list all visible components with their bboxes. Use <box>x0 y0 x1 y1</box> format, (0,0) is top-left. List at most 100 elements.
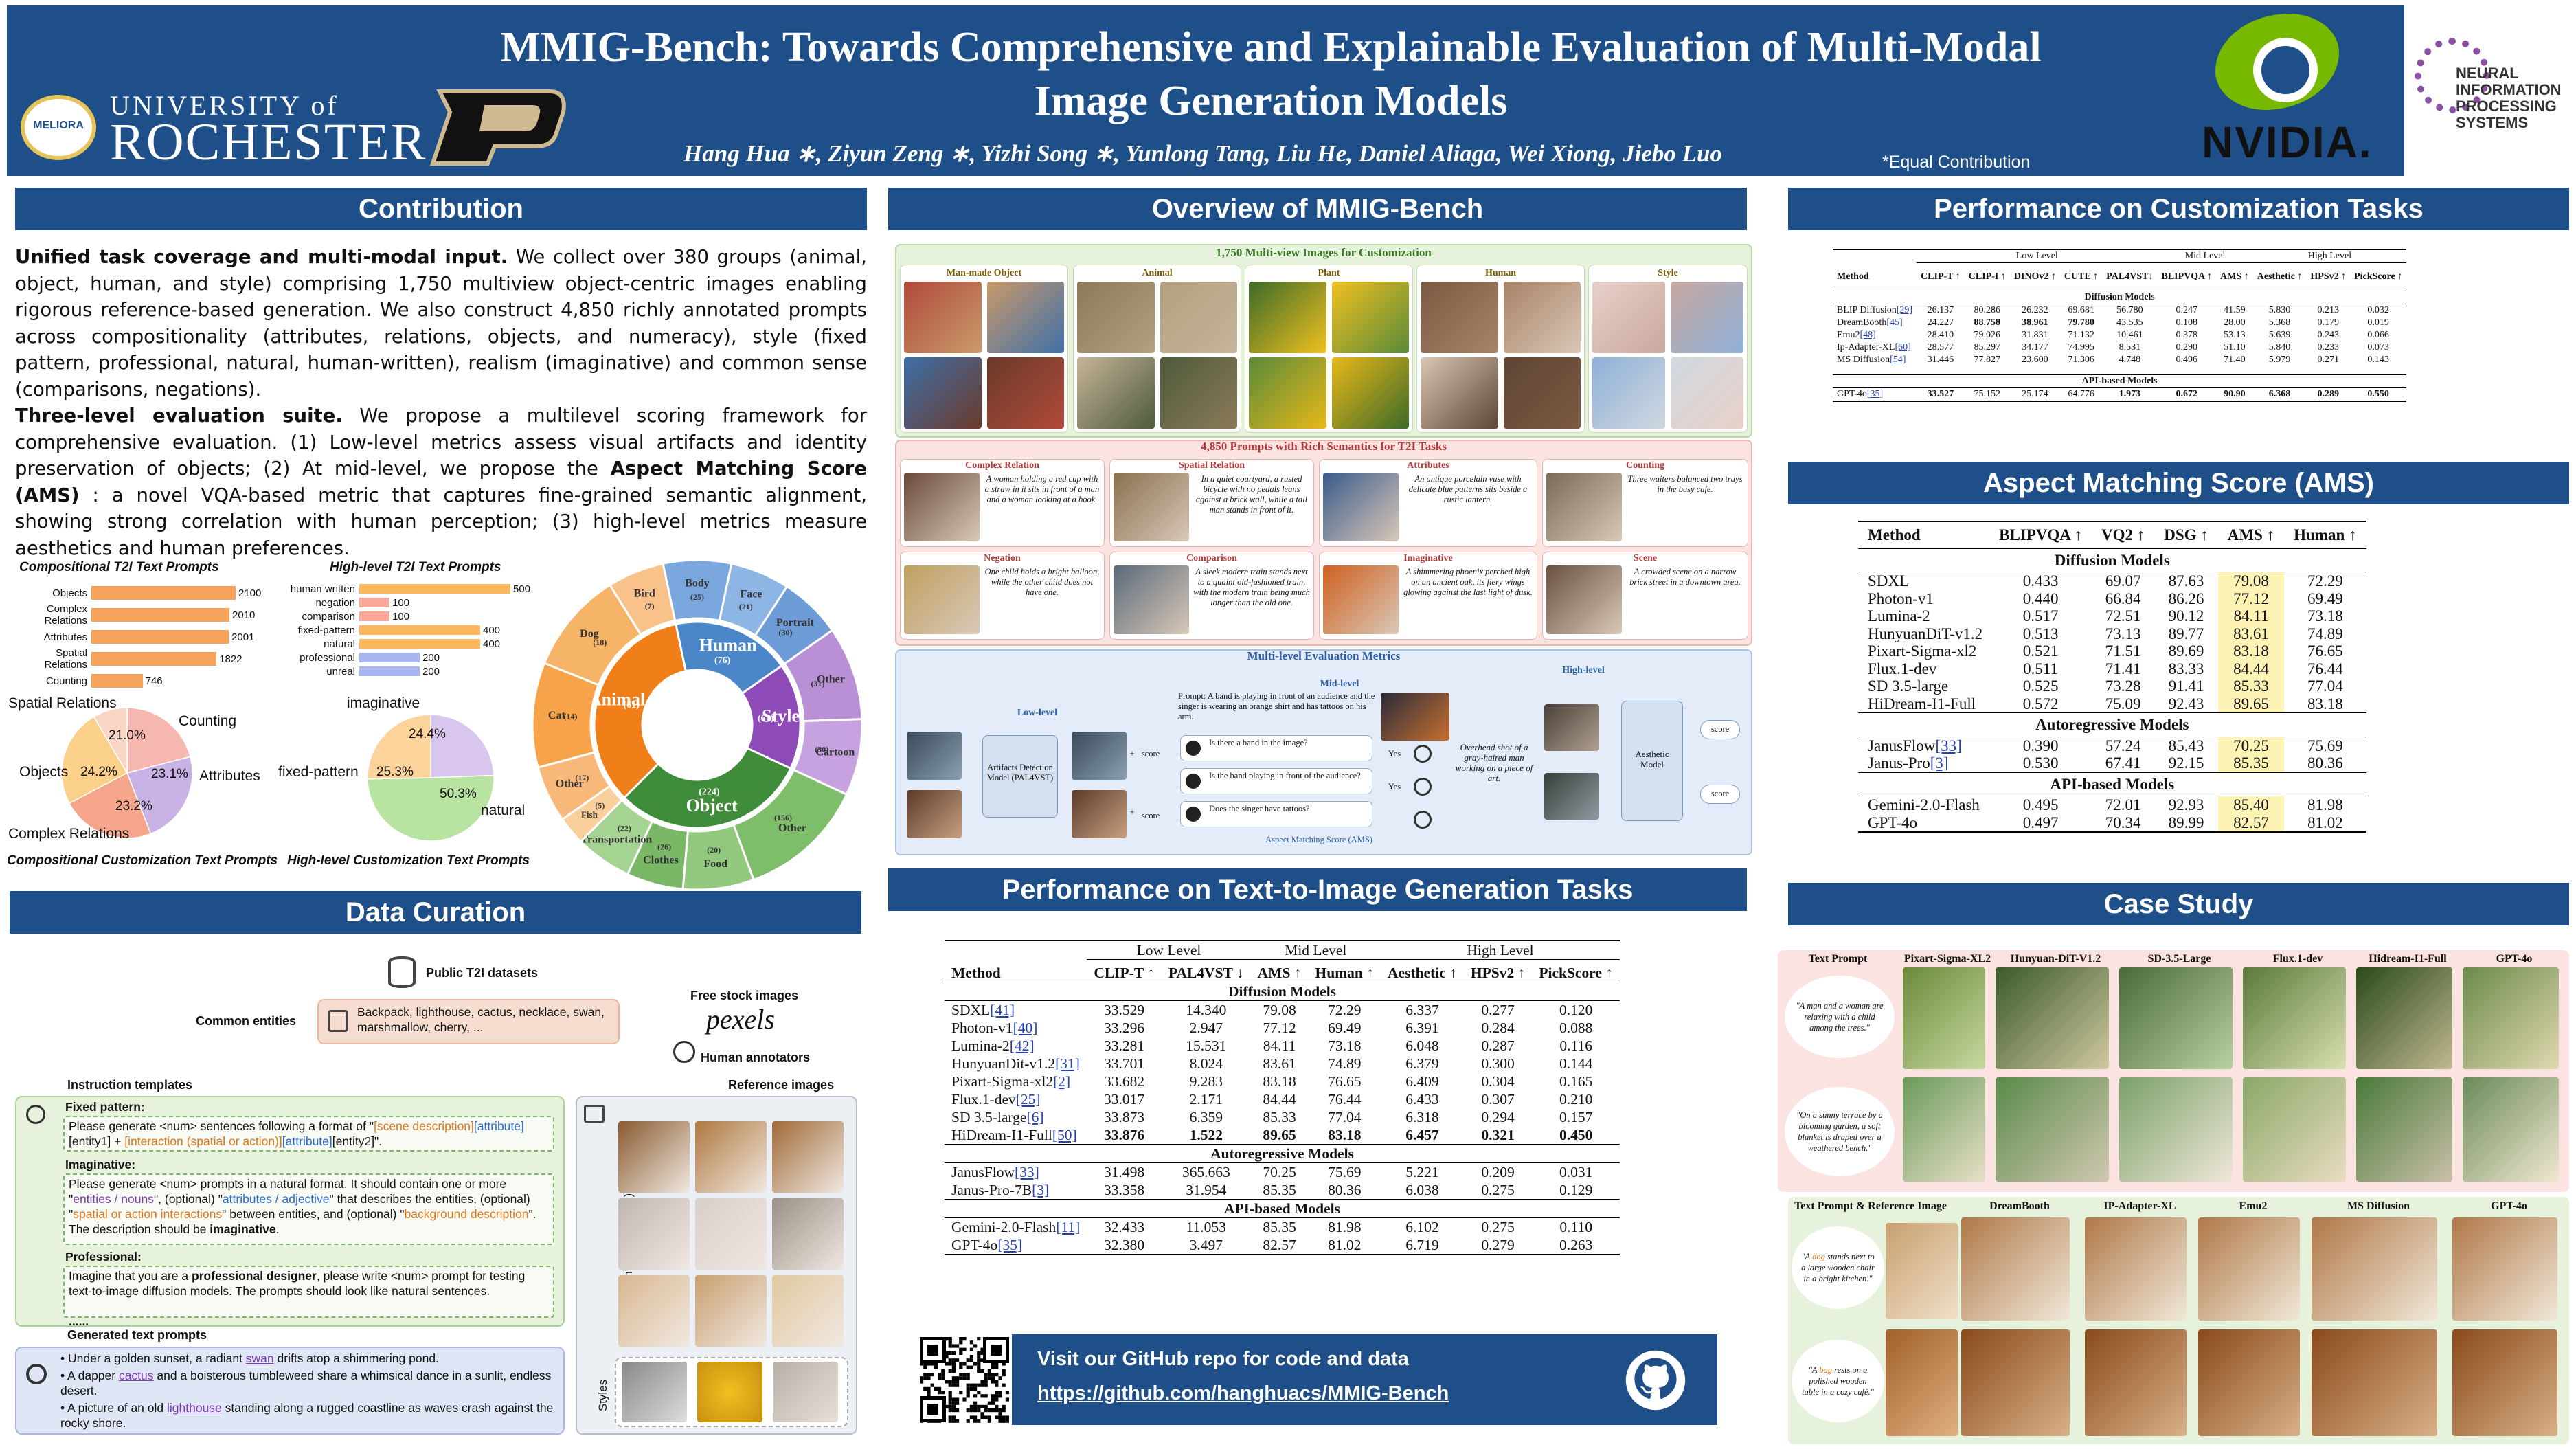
citation-link[interactable]: [33] <box>1014 1164 1039 1180</box>
reference-photo <box>1249 357 1326 429</box>
citation-link[interactable]: [25] <box>1015 1091 1041 1108</box>
rochester-seal-icon: MELIORA <box>21 95 96 160</box>
table-cell: 72.01 <box>2091 796 2155 814</box>
citation-link[interactable]: [45] <box>1886 317 1903 328</box>
column-header: Aesthetic ↑ <box>1387 965 1457 981</box>
case-study-column-header: Text Prompt <box>1808 953 1868 965</box>
prompt-card-category: Attributes <box>1407 460 1449 471</box>
table-cell: 83.18 <box>2307 695 2343 712</box>
compositional-bar-chart: Compositional T2I Text Prompts Objects 21… <box>19 560 261 692</box>
citation-link[interactable]: [35] <box>997 1237 1023 1253</box>
citation-link[interactable]: [3] <box>1930 754 1949 772</box>
table-cell: 0.019 <box>2367 317 2389 328</box>
table-cell: 0.390 <box>1989 736 2092 754</box>
table-cell: 33.701 <box>1104 1055 1145 1072</box>
method-name: Lumina-2 <box>1868 607 1930 625</box>
bar <box>359 584 510 594</box>
table-row: Photon-v1 0.440 66.84 86.26 77.12 69.49 <box>1858 589 2366 607</box>
bar-row: Spatial Relations 1822 <box>19 647 261 671</box>
table-cell: 32.380 <box>1087 1236 1162 1255</box>
table-cell: 6.337 <box>1380 1000 1464 1019</box>
citation-link[interactable]: [29] <box>1896 305 1913 315</box>
pie-slice <box>93 708 128 775</box>
bar-label: fixed-pattern <box>297 624 355 636</box>
table-cell: 0.497 <box>1989 813 2092 833</box>
table-cell: 11.053 <box>1161 1217 1251 1236</box>
table-row: DreamBooth[45] 24.227 88.758 38.961 79.780 43… <box>1833 317 2406 329</box>
citation-link[interactable]: [11] <box>1056 1219 1081 1235</box>
table-cell: 85.43 <box>2154 736 2218 754</box>
citation-link[interactable]: [3] <box>1032 1182 1050 1198</box>
table-cell: 83.18 <box>1328 1127 1362 1143</box>
table-cell: 90.12 <box>2168 607 2204 625</box>
table-cell: 33.527 <box>1917 387 1965 402</box>
table-row: GPT-4o[35] 33.527 75.152 25.174 64.776 1.973 0… <box>1833 387 2407 402</box>
fixed-pattern-box <box>63 1116 554 1152</box>
table-cell: 1.973 <box>2102 387 2158 402</box>
column-header: Method <box>1858 521 1990 548</box>
bar-row: Attributes 2001 <box>19 626 261 648</box>
table-cell: 0.517 <box>2022 607 2059 625</box>
reference-photo <box>695 1121 767 1193</box>
title-line-2: Image Generation Models <box>1034 78 1508 124</box>
table-cell: 31.498 <box>1087 1162 1162 1181</box>
table-cell: 76.65 <box>1328 1073 1362 1090</box>
table-cell: 0.120 <box>1532 1000 1620 1019</box>
table-cell: 2.947 <box>1189 1020 1223 1036</box>
table-cell: 28.00 <box>2224 317 2246 328</box>
sunburst-outer-label: Cartoon <box>815 747 855 759</box>
generated-image <box>2463 1077 2559 1182</box>
low-level-label: Low-level <box>1017 708 1058 718</box>
bar-value: 746 <box>145 675 163 687</box>
sunburst-outer-count: (21) <box>739 602 753 611</box>
table-cell: 69.07 <box>2091 572 2155 590</box>
prompt-card-text: A crowded scene on a narrow brick street… <box>1629 567 1741 587</box>
neurips-logo: NEURAL INFORMATION PROCESSING SYSTEMS <box>2415 38 2569 141</box>
table-cell: 91.41 <box>2168 677 2204 695</box>
table-cell: 14.340 <box>1161 1000 1251 1019</box>
openai-icon <box>1414 745 1432 763</box>
citation-link[interactable]: [41] <box>990 1002 1015 1018</box>
group-header: High Level <box>2252 249 2407 263</box>
table-cell: 70.25 <box>2217 736 2285 754</box>
table-cell: 0.129 <box>1559 1182 1593 1198</box>
github-link[interactable]: https://github.com/hanghuacs/MMIG-Bench <box>1037 1382 1449 1404</box>
reference-images-label: Reference images <box>728 1078 835 1092</box>
table-cell: 90.90 <box>2216 387 2253 402</box>
citation-link[interactable]: [54] <box>1890 355 1906 365</box>
citation-link[interactable]: [60] <box>1895 342 1911 352</box>
citation-link[interactable]: [33] <box>1935 737 1962 754</box>
table-cell: 5.639 <box>2268 330 2291 340</box>
fixed-pattern-heading: Fixed pattern: <box>65 1100 145 1114</box>
citation-link[interactable]: [40] <box>1013 1020 1038 1036</box>
prompt-card-text: One child holds a bright balloon, while … <box>984 567 1100 597</box>
table-cell: 81.02 <box>2284 813 2366 833</box>
table-cell: 0.165 <box>1559 1073 1593 1090</box>
table-row: BLIP Diffusion[29] 26.137 80.286 26.232 69.6… <box>1833 304 2407 317</box>
ellipsis: ...... <box>69 1314 89 1328</box>
score-pill <box>1700 785 1740 804</box>
section-header: Autoregressive Models <box>1858 712 2366 737</box>
table-cell: 4.748 <box>2119 355 2141 365</box>
generated-image <box>2463 967 2559 1069</box>
bar-label: natural <box>324 638 355 650</box>
prompt-card-text: A woman holding a red cup with a straw i… <box>984 474 1100 504</box>
citation-link[interactable]: [6] <box>1026 1109 1044 1125</box>
method-name: SDXL <box>951 1002 991 1018</box>
citation-link[interactable]: [42] <box>1009 1037 1035 1054</box>
table-cell: 84.11 <box>1263 1037 1296 1054</box>
table-row: Emu2[48] 28.410 79.026 31.831 71.132 10.461 0.… <box>1833 329 2406 341</box>
table-cell: 84.44 <box>1263 1091 1296 1108</box>
citation-link[interactable]: [31] <box>1055 1055 1080 1072</box>
generated-image <box>2452 1217 2557 1321</box>
reference-photo <box>618 1275 690 1347</box>
citation-link[interactable]: [35] <box>1866 388 1884 399</box>
citation-link[interactable]: [50] <box>1052 1127 1077 1143</box>
citation-link[interactable]: [2] <box>1053 1073 1071 1090</box>
table-cell: 85.40 <box>2217 796 2285 814</box>
column-header: Method <box>951 964 1001 981</box>
table-cell: 41.59 <box>2216 304 2253 317</box>
citation-link[interactable]: [48] <box>1860 330 1876 340</box>
pie-label-fixed: fixed-pattern <box>278 764 359 780</box>
table-cell: 0.066 <box>2367 330 2389 340</box>
